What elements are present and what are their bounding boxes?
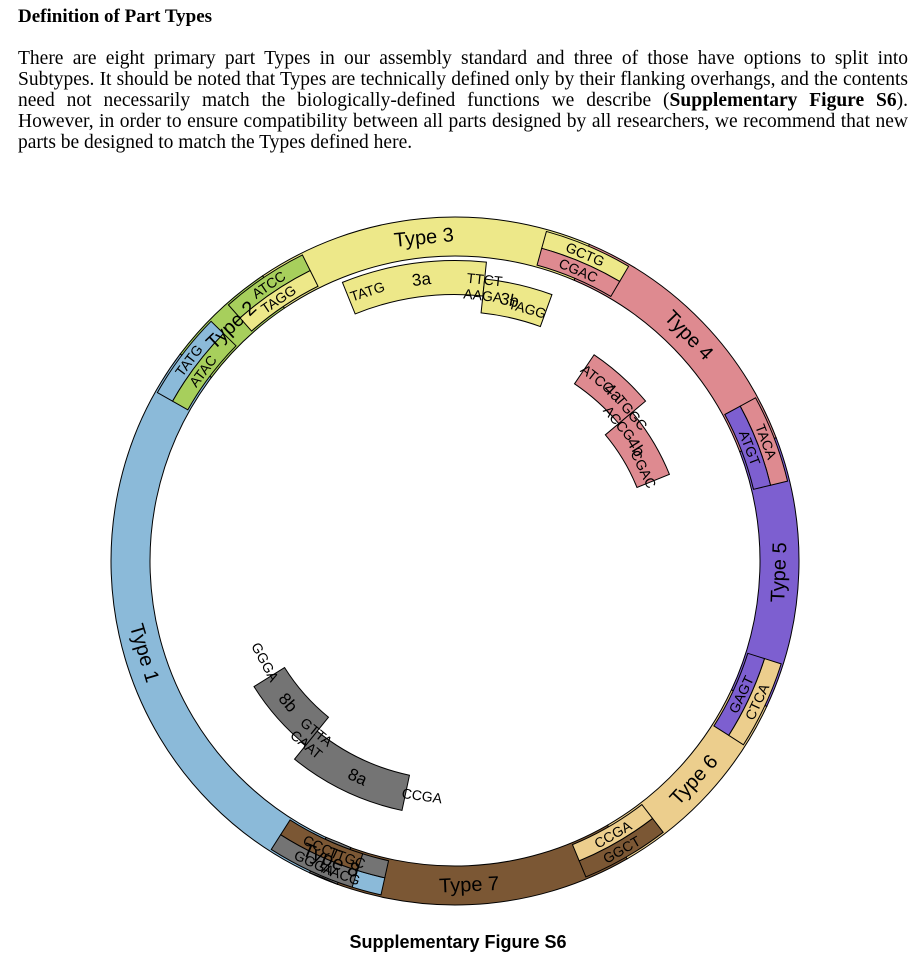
junction-box-inner-7[interactable] [571, 803, 654, 862]
type-ring [110, 216, 800, 906]
paragraph-text-1: There are eight primary part Types in ou… [18, 48, 908, 111]
junction-box-inner-6[interactable] [713, 652, 766, 737]
type3-part-b[interactable] [480, 278, 553, 328]
junction-box-inner-5[interactable] [724, 405, 772, 490]
junction-box-inner-4[interactable] [536, 247, 621, 298]
junction-box-inner-3[interactable] [239, 269, 319, 332]
paragraph-text-2: ). However, in order to ensure compatibi… [18, 90, 908, 153]
junction-box-inner-2[interactable] [171, 332, 237, 411]
type3-mid-top: TTCT [466, 270, 504, 290]
type8-part-b[interactable] [253, 666, 330, 746]
body-paragraph: There are eight primary part Types in ou… [18, 48, 908, 153]
type3-mid-bottom: AAGA [463, 285, 504, 305]
type-label-5: Type 5 [767, 542, 791, 603]
type-label-7: Type 7 [439, 873, 500, 898]
figure-caption: Supplementary Figure S6 [349, 932, 567, 952]
type-segment-1[interactable] [110, 353, 352, 885]
type8-start-overhang: CCGA [401, 785, 444, 807]
subtype-arcs [253, 260, 671, 812]
type3-label-a: 3a [411, 269, 433, 290]
figure-reference[interactable]: Supplementary Figure S6 [669, 90, 897, 111]
junction-box-inner-8[interactable] [279, 819, 364, 872]
section-heading: Definition of Part Types [18, 6, 213, 27]
type3-label-b: 3b [498, 289, 520, 311]
type4-part-b[interactable] [604, 411, 671, 489]
type8-end-overhang: GGGA [248, 640, 282, 685]
